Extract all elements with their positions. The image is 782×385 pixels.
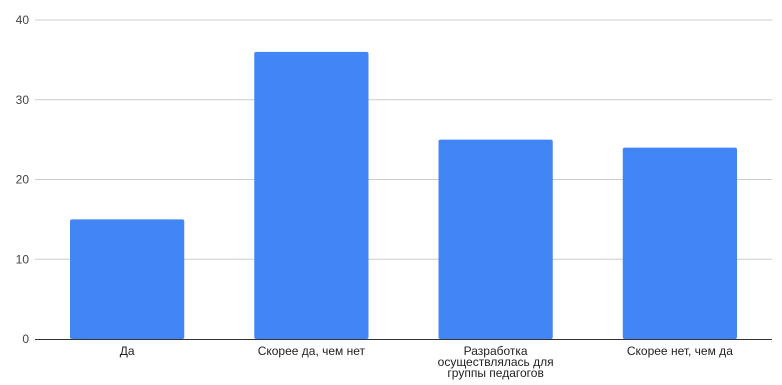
bar — [622, 147, 737, 339]
x-category-label: Скорее нет, чем да — [627, 344, 733, 358]
bar — [438, 139, 553, 339]
y-tick-label: 10 — [16, 252, 30, 266]
x-category-label: Разработка осуществлялась для группы педаг… — [438, 344, 554, 380]
bar — [254, 51, 369, 340]
x-category-label-line: Разработка — [464, 344, 528, 358]
x-category-label-line: Скорее да, чем нет — [258, 344, 366, 358]
x-category-label-line: Скорее нет, чем да — [627, 344, 733, 358]
x-category-label-line: Да — [120, 344, 135, 358]
y-tick-label: 30 — [16, 93, 30, 107]
y-tick-label: 40 — [16, 13, 30, 27]
y-axis-ticks: 0 10 20 30 40 — [16, 13, 30, 346]
bars — [70, 51, 737, 340]
x-category-label-line: осуществлялась для — [438, 355, 554, 369]
y-tick-label: 20 — [16, 173, 30, 187]
x-category-label: Скорее да, чем нет — [258, 344, 366, 358]
y-tick-label: 0 — [22, 332, 29, 346]
x-category-label-line: группы педагогов — [447, 366, 543, 380]
x-axis-labels: Да Скорее да, чем нет Разработка осуществля… — [120, 344, 733, 380]
x-category-label: Да — [120, 344, 135, 358]
bar — [70, 219, 185, 339]
